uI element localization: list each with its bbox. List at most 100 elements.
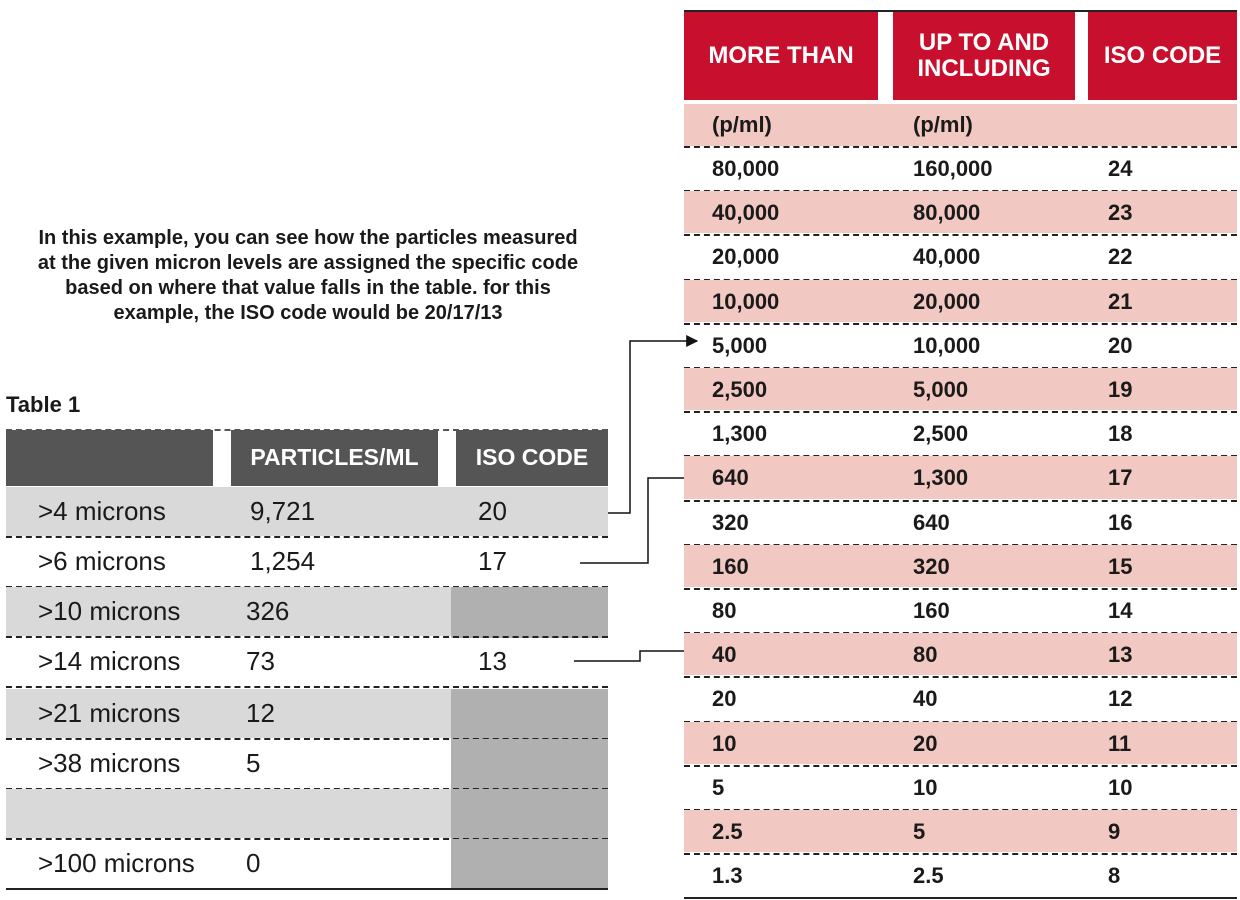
- table-cell: 9: [1108, 819, 1121, 845]
- table-cell: 11: [1108, 730, 1132, 756]
- arrow: [574, 645, 699, 662]
- table-cell: >14 microns: [38, 646, 181, 676]
- row-background: [684, 279, 1237, 322]
- column-header: MORE THAN: [684, 12, 878, 100]
- row-divider: [684, 676, 1237, 679]
- table-cell: 160: [712, 553, 749, 579]
- row-divider: [6, 838, 608, 840]
- unit-label: (p/ml): [712, 112, 772, 137]
- table-cell: 20: [1108, 332, 1133, 358]
- row-divider: [684, 322, 1237, 325]
- table-cell: >38 microns: [38, 748, 181, 778]
- table-cell: 19: [1108, 377, 1133, 403]
- row-background: [6, 487, 608, 536]
- row-background: [684, 721, 1237, 764]
- row-background: [684, 544, 1237, 587]
- table-cell: 10: [913, 774, 938, 800]
- table-cell: 13: [478, 646, 507, 676]
- row-background: [684, 633, 1237, 676]
- row-divider: [684, 411, 1237, 414]
- row-divider: [6, 536, 608, 538]
- row-divider: [684, 234, 1237, 237]
- table-cell: 160: [913, 598, 950, 624]
- table-cell: 320: [712, 509, 749, 535]
- table-cell: >100 microns: [38, 848, 195, 878]
- table-cell: 10: [712, 730, 737, 756]
- table-cell: 40: [913, 686, 938, 712]
- table-cell: 1,300: [712, 421, 768, 447]
- table-cell: 12: [246, 698, 275, 728]
- table-cell: 640: [913, 509, 950, 535]
- table-cell: 20: [712, 686, 737, 712]
- units-row: [684, 104, 1237, 146]
- row-divider: [6, 888, 608, 890]
- table-title: Table 1: [6, 392, 81, 417]
- table-cell: 640: [712, 465, 749, 491]
- table-cell: 2,500: [913, 421, 969, 447]
- table-cell: 40,000: [712, 200, 780, 226]
- table-cell: 10,000: [913, 332, 981, 358]
- table-cell: 13: [1108, 642, 1133, 668]
- row-background: [684, 810, 1237, 853]
- row-divider: [6, 429, 608, 431]
- table-cell: 10: [1108, 774, 1133, 800]
- table-cell: 16: [1108, 509, 1133, 535]
- row-background: [684, 368, 1237, 411]
- column-header: ISO CODE: [1088, 12, 1237, 100]
- table-cell: 80: [913, 642, 938, 668]
- row-background: [684, 456, 1237, 499]
- table-cell: 8: [1108, 863, 1121, 889]
- table-cell: 24: [1108, 156, 1133, 182]
- row-divider: [684, 897, 1237, 900]
- table-cell: 12: [1108, 686, 1133, 712]
- table-cell: 1,254: [250, 546, 316, 576]
- table-cell: 326: [246, 596, 290, 626]
- table-cell: 2,500: [712, 377, 768, 403]
- column-header: UP TO AND INCLUDING: [893, 12, 1075, 100]
- arrow: [580, 472, 699, 564]
- table-cell: 22: [1108, 244, 1133, 270]
- table-cell: 17: [478, 546, 507, 576]
- table-cell: 2.5: [913, 863, 944, 889]
- table-cell: >6 microns: [38, 546, 166, 576]
- table-cell: 20,000: [913, 288, 981, 314]
- row-divider: [684, 853, 1237, 856]
- table-cell: 0: [246, 848, 261, 878]
- row-divider: [6, 738, 608, 740]
- column-header: PARTICLES/ML: [231, 430, 438, 486]
- table-cell: >21 microns: [38, 698, 181, 728]
- table-cell: >4 microns: [38, 496, 166, 526]
- empty-code-cell: [451, 587, 608, 638]
- table-cell: 73: [246, 646, 275, 676]
- table-cell: 40: [712, 642, 737, 668]
- table-cell: 23: [1108, 200, 1133, 226]
- row-divider: [684, 499, 1237, 502]
- table-cell: 80,000: [712, 156, 780, 182]
- row-divider: [684, 588, 1237, 590]
- table-cell: 320: [913, 553, 950, 579]
- header-block: [6, 430, 213, 486]
- table-cell: 10,000: [712, 288, 780, 314]
- table-cell: 18: [1108, 421, 1133, 447]
- row-background: [684, 191, 1237, 234]
- table-cell: 17: [1108, 465, 1133, 491]
- row-divider: [6, 686, 608, 688]
- empty-code-cell: [451, 789, 608, 840]
- table-cell: 80,000: [913, 200, 981, 226]
- top-rule: [684, 10, 1237, 12]
- row-divider: [684, 764, 1237, 767]
- table-cell: 20: [913, 730, 938, 756]
- table-cell: 20,000: [712, 244, 780, 270]
- empty-code-cell: [451, 839, 608, 890]
- table-cell: 2.5: [712, 819, 743, 845]
- table-cell: 5,000: [712, 332, 768, 358]
- table-cell: 9,721: [250, 496, 316, 526]
- table-cell: 5: [712, 774, 725, 800]
- table-cell: 1.3: [712, 863, 743, 889]
- table-cell: 5,000: [913, 377, 969, 403]
- table-cell: 15: [1108, 553, 1133, 579]
- table-cell: 160,000: [913, 156, 993, 182]
- table-cell: 80: [712, 598, 737, 624]
- row-divider: [6, 636, 608, 638]
- column-header: ISO CODE: [456, 430, 608, 486]
